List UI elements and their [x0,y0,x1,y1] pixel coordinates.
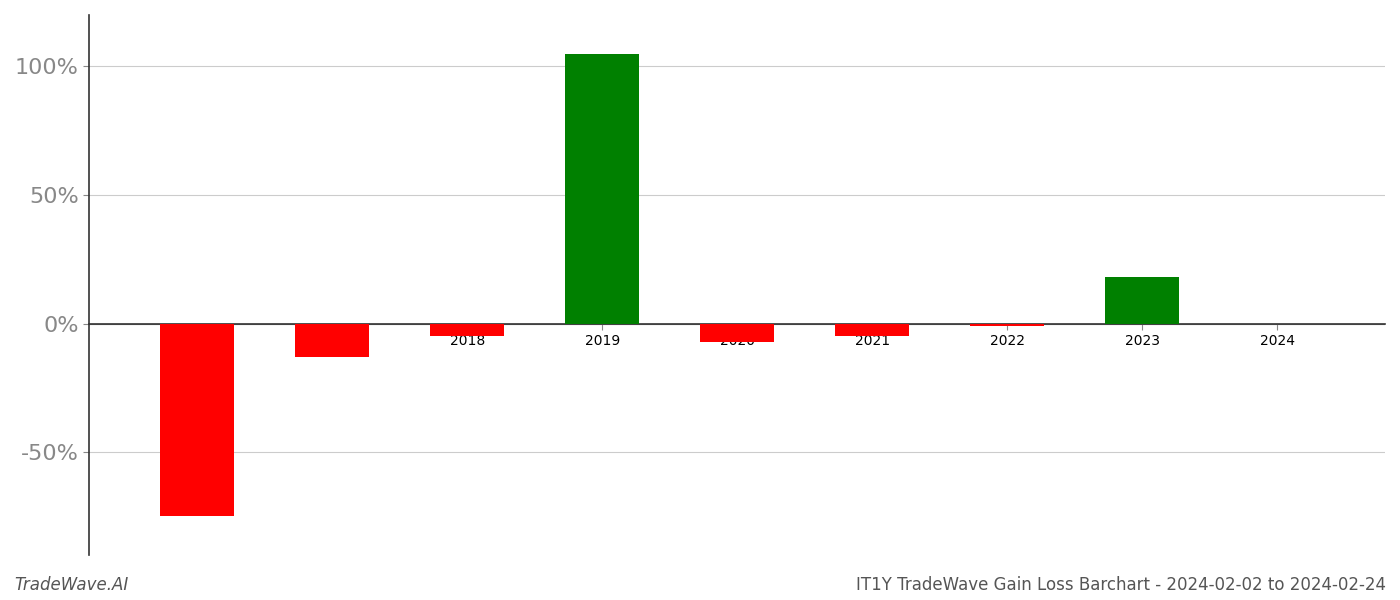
Text: TradeWave.AI: TradeWave.AI [14,576,129,594]
Bar [295,323,370,357]
Bar [430,323,504,337]
Text: IT1Y TradeWave Gain Loss Barchart - 2024-02-02 to 2024-02-24: IT1Y TradeWave Gain Loss Barchart - 2024… [855,576,1386,594]
Bar [970,323,1044,326]
Bar [160,323,234,517]
Bar [1105,277,1179,323]
Bar [566,53,640,323]
Bar [834,323,909,337]
Bar [700,323,774,341]
